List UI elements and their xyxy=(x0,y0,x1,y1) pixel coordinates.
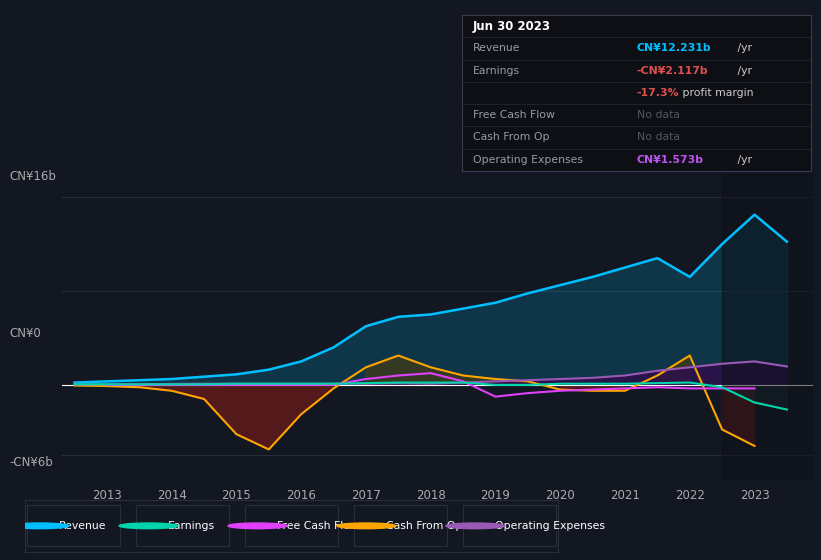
Text: Revenue: Revenue xyxy=(59,521,107,531)
Circle shape xyxy=(446,523,505,529)
Text: profit margin: profit margin xyxy=(679,88,753,98)
Text: No data: No data xyxy=(637,133,680,142)
Text: -CN¥6b: -CN¥6b xyxy=(10,455,53,469)
FancyBboxPatch shape xyxy=(136,505,229,547)
Text: CN¥1.573b: CN¥1.573b xyxy=(637,155,704,165)
Text: CN¥16b: CN¥16b xyxy=(10,170,57,183)
Text: Revenue: Revenue xyxy=(473,44,521,54)
Circle shape xyxy=(228,523,287,529)
Text: Operating Expenses: Operating Expenses xyxy=(473,155,583,165)
Text: Jun 30 2023: Jun 30 2023 xyxy=(473,20,551,32)
FancyBboxPatch shape xyxy=(354,505,447,547)
Text: /yr: /yr xyxy=(735,155,752,165)
Text: Free Cash Flow: Free Cash Flow xyxy=(277,521,359,531)
Text: CN¥12.231b: CN¥12.231b xyxy=(637,44,711,54)
Text: -17.3%: -17.3% xyxy=(637,88,679,98)
FancyBboxPatch shape xyxy=(245,505,337,547)
Text: No data: No data xyxy=(637,110,680,120)
FancyBboxPatch shape xyxy=(463,505,556,547)
Bar xyxy=(722,174,819,479)
Circle shape xyxy=(119,523,178,529)
FancyBboxPatch shape xyxy=(27,505,120,547)
Text: /yr: /yr xyxy=(735,44,752,54)
Text: Cash From Op: Cash From Op xyxy=(473,133,549,142)
Text: Operating Expenses: Operating Expenses xyxy=(495,521,605,531)
Text: CN¥0: CN¥0 xyxy=(10,326,42,340)
Text: Earnings: Earnings xyxy=(168,521,215,531)
Circle shape xyxy=(337,523,396,529)
Text: Free Cash Flow: Free Cash Flow xyxy=(473,110,554,120)
Text: -CN¥2.117b: -CN¥2.117b xyxy=(637,66,709,76)
Text: Cash From Op: Cash From Op xyxy=(386,521,462,531)
Text: /yr: /yr xyxy=(735,66,752,76)
Text: Earnings: Earnings xyxy=(473,66,520,76)
Circle shape xyxy=(10,523,69,529)
